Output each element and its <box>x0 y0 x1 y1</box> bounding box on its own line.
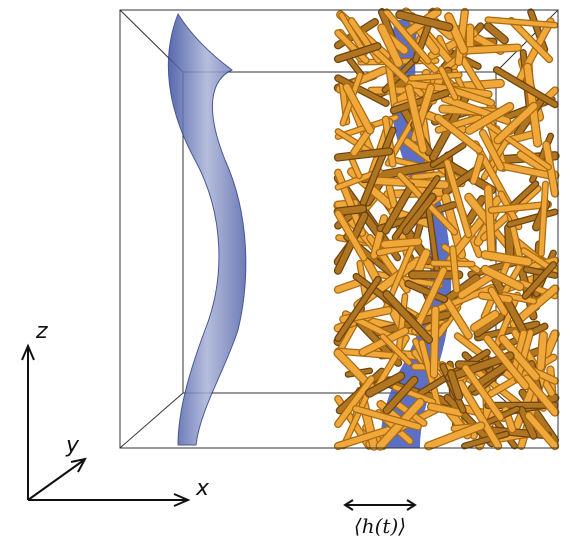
interface-sheet <box>168 14 245 445</box>
z-label: z <box>35 319 48 344</box>
y-label: y <box>65 433 80 458</box>
box-edge <box>120 393 183 448</box>
fiber <box>488 20 555 26</box>
x-label: x <box>195 476 210 501</box>
fiber <box>434 310 436 375</box>
fiber <box>338 282 360 290</box>
axes-triad <box>22 346 188 506</box>
fiber <box>488 189 492 257</box>
y-axis <box>28 459 85 500</box>
fiber <box>385 242 418 245</box>
interface-width-label: ⟨h(t)⟩ <box>354 514 406 538</box>
z-axis <box>22 346 34 500</box>
fiber <box>474 157 481 181</box>
width-arrow <box>345 500 415 510</box>
fiber <box>338 209 363 212</box>
sheet-surface <box>168 14 245 445</box>
x-axis <box>28 494 188 506</box>
fiber <box>509 228 510 254</box>
fiber <box>541 335 544 367</box>
figure: z y x ⟨h(t)⟩ <box>0 0 572 548</box>
